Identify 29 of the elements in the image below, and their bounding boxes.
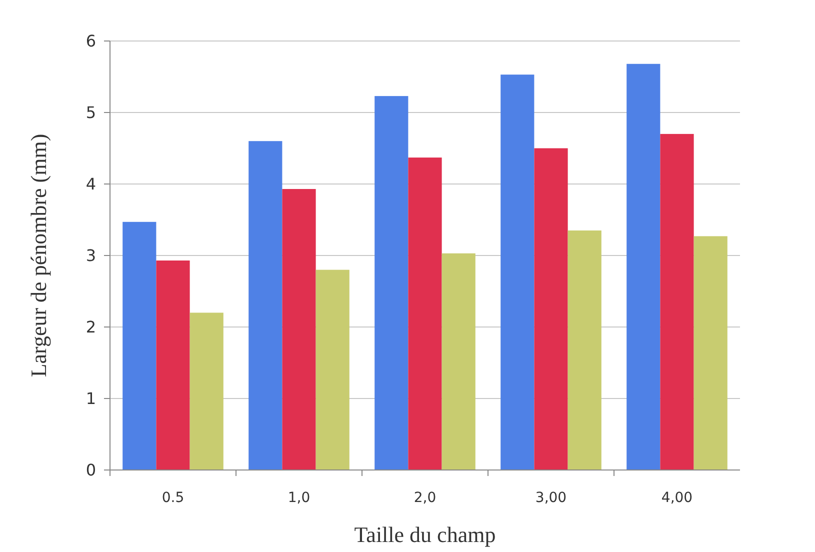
bar — [156, 260, 190, 470]
bar — [282, 189, 316, 470]
bar — [626, 64, 660, 470]
bar — [500, 74, 534, 470]
bar — [374, 96, 408, 470]
bar — [568, 230, 602, 470]
y-tick-label: 2 — [86, 318, 96, 337]
y-tick-label: 4 — [86, 174, 96, 194]
y-tick-label: 6 — [86, 32, 96, 51]
bar — [660, 134, 694, 470]
x-tick-label: 1,0 — [288, 490, 310, 506]
bar — [248, 141, 282, 470]
bar — [534, 148, 568, 470]
x-tick-label: 2,0 — [414, 490, 436, 506]
y-tick-label: 0 — [86, 460, 96, 480]
bar — [190, 312, 224, 470]
bar — [316, 270, 350, 470]
bar — [442, 253, 476, 470]
y-tick-label: 1 — [86, 389, 96, 408]
bar — [694, 236, 728, 470]
bar — [408, 158, 442, 470]
x-axis-title: Taille du champ — [354, 522, 496, 547]
x-tick-label: 4,00 — [661, 490, 693, 506]
x-tick-label: 0.5 — [162, 490, 184, 506]
y-tick-label: 3 — [86, 246, 96, 266]
bar — [122, 222, 156, 470]
y-tick-label: 5 — [86, 103, 96, 122]
y-axis-title: Largeur de pénombre (mm) — [26, 134, 51, 378]
x-tick-label: 3,00 — [535, 490, 567, 506]
